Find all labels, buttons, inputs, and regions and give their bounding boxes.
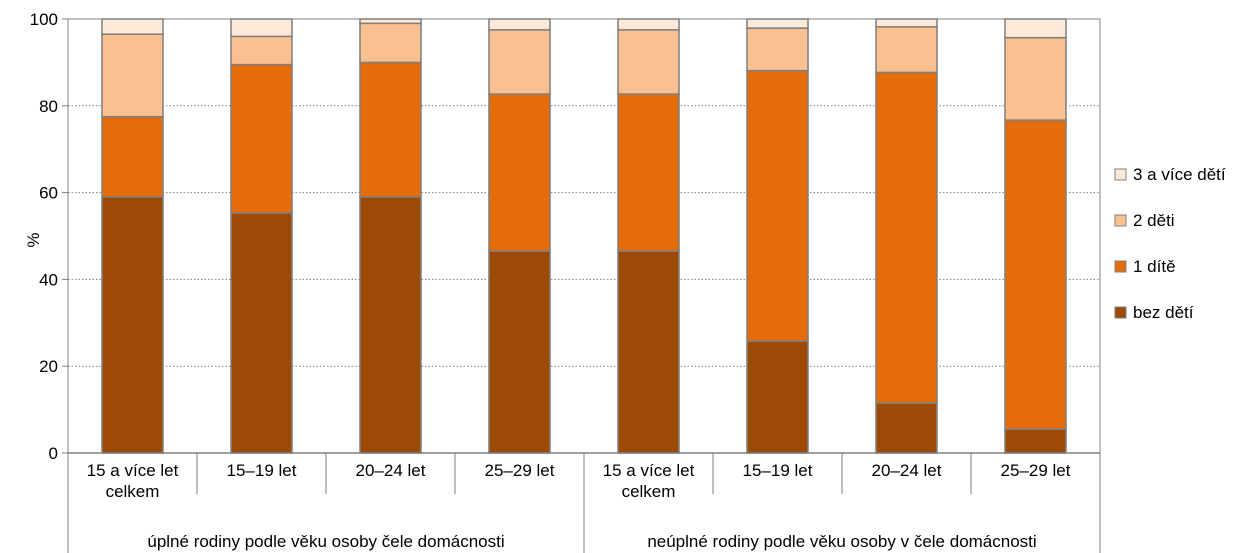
y-tick-label: 80 bbox=[39, 97, 58, 116]
bar-segment bbox=[875, 71, 938, 404]
bar-segment bbox=[1004, 18, 1067, 39]
bar-segment bbox=[488, 93, 551, 252]
bar-segment bbox=[101, 115, 164, 198]
gridlines bbox=[68, 18, 1100, 367]
bars bbox=[101, 18, 1067, 454]
legend-item: 3 a více dětí bbox=[1114, 165, 1226, 184]
group-label: neúplné rodiny podle věku osoby v čele d… bbox=[647, 532, 1036, 551]
category-label: 15–19 let bbox=[227, 461, 297, 480]
bar-segment bbox=[617, 250, 680, 454]
bar-segment bbox=[359, 196, 422, 454]
bar-segment bbox=[1004, 119, 1067, 430]
category-label: 20–24 let bbox=[872, 461, 942, 480]
bar-segment bbox=[230, 63, 293, 214]
bar-segment bbox=[359, 61, 422, 198]
y-tick-label: 20 bbox=[39, 357, 58, 376]
category-labels: 15 a více let celkem 15–19 let 20–24 let 25–… bbox=[87, 461, 1071, 501]
category-label: 15 a více let celkem bbox=[87, 461, 179, 501]
axes bbox=[62, 18, 1101, 553]
bar-segment bbox=[875, 402, 938, 454]
legend-swatch bbox=[1114, 214, 1127, 227]
y-tick-label: 100 bbox=[30, 10, 58, 29]
bar-segment bbox=[230, 18, 293, 38]
y-tick-label: 0 bbox=[49, 444, 58, 463]
y-tick-labels: 0 20 40 60 80 100 bbox=[30, 10, 58, 463]
plot-frame bbox=[67, 18, 1101, 454]
bar-segment bbox=[359, 18, 422, 25]
bar-segment bbox=[617, 18, 680, 31]
bar-segment bbox=[617, 29, 680, 95]
bar-segment bbox=[746, 69, 809, 342]
bar-segment bbox=[101, 33, 164, 118]
group-labels: úplné rodiny podle věku osoby čele domác… bbox=[147, 532, 1036, 551]
bar-segment bbox=[746, 18, 809, 29]
bar-segment bbox=[617, 93, 680, 252]
bar-segment bbox=[230, 212, 293, 454]
category-label: 15 a více let celkem bbox=[603, 461, 695, 501]
bar-segment bbox=[875, 18, 938, 28]
bar-segment bbox=[1004, 36, 1067, 121]
legend-swatch bbox=[1114, 260, 1127, 273]
bar-segment bbox=[1004, 428, 1067, 454]
legend-swatch bbox=[1114, 306, 1127, 319]
y-tick-label: 60 bbox=[39, 184, 58, 203]
bar-segment bbox=[230, 35, 293, 66]
legend-label: bez dětí bbox=[1133, 303, 1194, 322]
category-label: 15–19 let bbox=[743, 461, 813, 480]
legend-label: 2 děti bbox=[1133, 211, 1175, 230]
bar-segment bbox=[101, 196, 164, 454]
bar-segment bbox=[359, 22, 422, 64]
legend-label: 3 a více dětí bbox=[1133, 165, 1226, 184]
category-label: 20–24 let bbox=[356, 461, 426, 480]
legend-item: 1 dítě bbox=[1114, 257, 1176, 276]
bar-segment bbox=[488, 250, 551, 454]
category-label: 25–29 let bbox=[1001, 461, 1071, 480]
legend: 3 a více dětí 2 děti 1 dítě bez dětí bbox=[1114, 165, 1226, 322]
category-label: 25–29 let bbox=[485, 461, 555, 480]
bar-segment bbox=[875, 26, 938, 74]
legend-swatch bbox=[1114, 168, 1127, 181]
bar-segment bbox=[488, 18, 551, 31]
legend-item: 2 děti bbox=[1114, 211, 1175, 230]
bar-segment bbox=[746, 340, 809, 454]
y-axis-label: % bbox=[24, 232, 43, 247]
legend-item: bez dětí bbox=[1114, 303, 1194, 322]
bar-segment bbox=[488, 29, 551, 95]
group-label: úplné rodiny podle věku osoby čele domác… bbox=[147, 532, 504, 551]
bar-segment bbox=[101, 18, 164, 35]
legend-label: 1 dítě bbox=[1133, 257, 1176, 276]
y-tick-label: 40 bbox=[39, 270, 58, 289]
bar-segment bbox=[746, 27, 809, 72]
